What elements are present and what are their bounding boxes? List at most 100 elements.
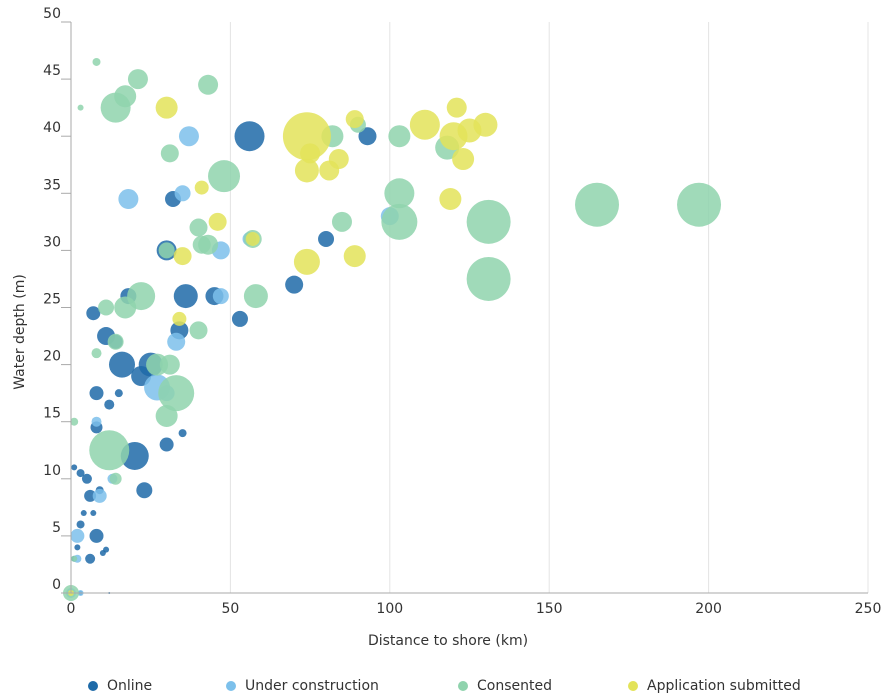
- bubble-point[interactable]: [194, 180, 209, 195]
- bubble-point[interactable]: [80, 510, 87, 517]
- scatter-chart: 0 5 10 15 20 25 30 35 40 45 50 0 50 100 150 200 250 Dist…: [12, 6, 881, 649]
- bubble-point[interactable]: [76, 520, 85, 529]
- y-tick-label: 35: [43, 177, 61, 193]
- bubbles: [63, 57, 722, 601]
- bubble-point[interactable]: [159, 437, 174, 452]
- bubble-point[interactable]: [189, 218, 208, 237]
- bubble-point[interactable]: [155, 404, 178, 427]
- y-tick-label: 5: [52, 520, 61, 536]
- bubble-point[interactable]: [158, 375, 195, 412]
- bubble-point[interactable]: [300, 143, 321, 164]
- bubble-point[interactable]: [91, 348, 102, 359]
- bubble-point[interactable]: [77, 104, 84, 111]
- bubble-point[interactable]: [466, 256, 511, 301]
- bubble-point[interactable]: [76, 469, 85, 478]
- legend-label: Online: [107, 678, 153, 694]
- bubble-point[interactable]: [103, 546, 110, 553]
- bubble-point[interactable]: [114, 389, 123, 398]
- bubble-point[interactable]: [243, 284, 268, 309]
- bubble-point[interactable]: [192, 235, 211, 254]
- bubble-point[interactable]: [212, 288, 229, 305]
- bubble-point[interactable]: [208, 212, 227, 231]
- bubble-point[interactable]: [172, 311, 187, 326]
- bubble-point[interactable]: [173, 284, 198, 309]
- bubble-point[interactable]: [285, 275, 304, 294]
- bubble-point[interactable]: [71, 555, 78, 562]
- bubble-point[interactable]: [81, 473, 92, 484]
- bubble-point[interactable]: [282, 112, 331, 161]
- bubble-point[interactable]: [89, 528, 104, 543]
- bubble-point[interactable]: [89, 430, 130, 471]
- bubble-point[interactable]: [318, 230, 335, 247]
- series-application-submitted: [68, 96, 498, 596]
- bubble-point[interactable]: [109, 472, 122, 485]
- legend-item-application-submitted[interactable]: Application submitted: [628, 678, 801, 694]
- y-tick-label: 15: [43, 406, 61, 422]
- bubble-point[interactable]: [293, 248, 320, 275]
- bubble-point[interactable]: [127, 69, 148, 90]
- bubble-point[interactable]: [328, 149, 349, 170]
- bubble-point[interactable]: [173, 247, 192, 266]
- legend-label: Consented: [477, 678, 552, 694]
- bubble-point[interactable]: [71, 464, 78, 471]
- bubble-point[interactable]: [677, 182, 722, 227]
- bubble-point[interactable]: [89, 386, 104, 401]
- legend-dot-application-submitted-icon: [628, 681, 638, 691]
- bubble-point[interactable]: [384, 178, 415, 209]
- bubble-point[interactable]: [174, 185, 191, 202]
- bubble-point[interactable]: [107, 333, 124, 350]
- bubble-point[interactable]: [189, 321, 208, 340]
- bubble-point[interactable]: [70, 417, 79, 426]
- bubble-point[interactable]: [74, 544, 81, 551]
- bubble-point[interactable]: [114, 85, 137, 108]
- bubble-point[interactable]: [167, 332, 186, 351]
- bubble-point[interactable]: [70, 528, 85, 543]
- bubble-point[interactable]: [358, 127, 377, 146]
- bubble-point[interactable]: [92, 57, 101, 66]
- bubble-point[interactable]: [466, 199, 511, 244]
- bubble-point[interactable]: [388, 125, 411, 148]
- grid: [229, 22, 869, 593]
- legend-dot-online-icon: [88, 681, 98, 691]
- bubble-point[interactable]: [331, 211, 352, 232]
- bubble-point[interactable]: [159, 354, 180, 375]
- bubble-point[interactable]: [178, 126, 199, 147]
- bubble-point[interactable]: [155, 96, 178, 119]
- bubble-point[interactable]: [575, 182, 620, 227]
- bubble-point[interactable]: [439, 188, 462, 211]
- bubble-point[interactable]: [109, 351, 136, 378]
- bubble-point[interactable]: [345, 110, 364, 129]
- bubble-point[interactable]: [245, 231, 260, 246]
- bubble-point[interactable]: [90, 510, 97, 517]
- bubble-point[interactable]: [98, 299, 115, 316]
- bubble-point[interactable]: [208, 160, 241, 193]
- bubble-point[interactable]: [446, 97, 467, 118]
- bubble-point[interactable]: [85, 553, 96, 564]
- bubble-point[interactable]: [381, 203, 418, 240]
- bubble-point[interactable]: [343, 245, 366, 268]
- legend-item-under-construction[interactable]: Under construction: [226, 678, 379, 694]
- bubble-point[interactable]: [198, 74, 219, 95]
- bubble-point[interactable]: [234, 121, 265, 152]
- bubble-point[interactable]: [473, 112, 498, 137]
- bubble-point[interactable]: [86, 306, 101, 321]
- bubble-point[interactable]: [104, 399, 115, 410]
- bubble-point[interactable]: [118, 189, 139, 210]
- bubble-point[interactable]: [160, 144, 179, 163]
- bubble-point[interactable]: [92, 488, 107, 503]
- bubble-point[interactable]: [178, 429, 187, 438]
- legend-item-consented[interactable]: Consented: [458, 678, 552, 694]
- bubble-point[interactable]: [114, 296, 137, 319]
- bubble-point[interactable]: [452, 148, 475, 171]
- x-tick-label: 100: [376, 601, 403, 617]
- bubble-point[interactable]: [84, 489, 97, 502]
- bubble-point[interactable]: [294, 158, 319, 183]
- bubble-point[interactable]: [231, 310, 248, 327]
- bubble-point[interactable]: [91, 416, 102, 427]
- bubble-point[interactable]: [409, 109, 440, 140]
- y-tick-label: 0: [52, 577, 61, 593]
- legend-item-online[interactable]: Online: [88, 678, 152, 694]
- bubble-point[interactable]: [158, 242, 175, 259]
- bubble-point[interactable]: [136, 482, 153, 499]
